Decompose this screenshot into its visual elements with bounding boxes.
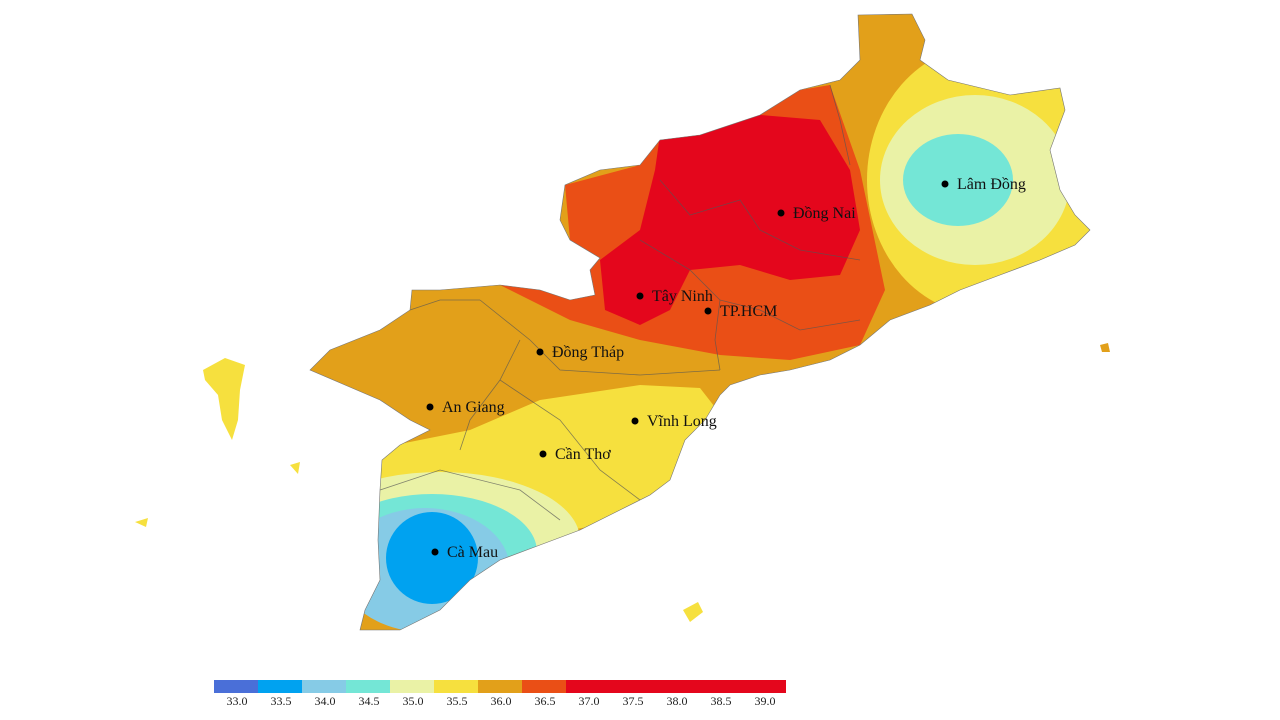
city-dot (704, 307, 712, 315)
city-an-giang: An Giang (426, 399, 505, 416)
city-label: Đồng Tháp (552, 344, 624, 361)
zone-37-plus (600, 115, 860, 325)
zone-34-5-north (903, 134, 1013, 226)
legend-swatch-36-0 (478, 680, 522, 693)
legend-tick-label: 34.5 (358, 694, 380, 708)
city-tphcm: TP.HCM (704, 303, 777, 320)
legend-ticks: 33.0 33.5 34.0 34.5 35.0 35.5 36.0 36.5 37.0 37.5… (214, 693, 786, 709)
legend-tick-label: 37.5 (622, 694, 644, 708)
city-dot (431, 548, 439, 556)
legend-tick-label: 33.5 (270, 694, 292, 708)
island-small (290, 462, 300, 474)
legend-tick-label: 33.0 (226, 694, 248, 708)
city-can-tho: Cần Thơ (539, 446, 611, 463)
island-phu-quoc (203, 358, 245, 440)
legend-tick-label: 36.0 (490, 694, 512, 708)
city-dot (941, 180, 949, 188)
city-dong-thap: Đồng Tháp (536, 344, 624, 361)
city-label: An Giang (442, 399, 505, 416)
city-label: Vĩnh Long (647, 413, 717, 430)
legend-swatch-37-plus (566, 680, 786, 693)
city-label: Tây Ninh (652, 288, 713, 305)
city-dot (539, 450, 547, 458)
legend-tick-label: 38.5 (710, 694, 732, 708)
legend-tick-label: 39.0 (754, 694, 776, 708)
legend-swatch-36-5 (522, 680, 566, 693)
city-lam-dong: Lâm Đồng (941, 176, 1026, 193)
legend-tick-label: 37.0 (578, 694, 600, 708)
legend-tick-label: 34.0 (314, 694, 336, 708)
city-label: Đồng Nai (793, 205, 856, 222)
city-label: Cà Mau (447, 544, 498, 561)
legend-swatch-35-5 (434, 680, 478, 693)
city-label: Cần Thơ (555, 446, 611, 463)
zone-33-5-south (386, 512, 478, 604)
city-dot (777, 209, 785, 217)
color-legend: 33.0 33.5 34.0 34.5 35.0 35.5 36.0 36.5 37.0 37.5… (214, 680, 786, 709)
legend-tick-label: 35.5 (446, 694, 468, 708)
legend-tick-label: 38.0 (666, 694, 688, 708)
city-dot (631, 417, 639, 425)
island-con-dao (683, 602, 703, 622)
legend-tick-label: 36.5 (534, 694, 556, 708)
legend-swatch-34-0 (302, 680, 346, 693)
city-markers: Lâm Đồng Đồng Nai Tây Ninh TP.HCM Đồng T… (426, 176, 1026, 561)
city-dot (536, 348, 544, 356)
city-label: Lâm Đồng (957, 176, 1026, 193)
legend-color-bar (214, 680, 786, 693)
legend-swatch-35-0 (390, 680, 434, 693)
city-label: TP.HCM (720, 303, 777, 320)
legend-swatch-34-5 (346, 680, 390, 693)
city-vinh-long: Vĩnh Long (631, 413, 717, 430)
city-dot (426, 403, 434, 411)
legend-swatch-33-5 (258, 680, 302, 693)
island-west (135, 518, 148, 527)
island-east (1100, 343, 1110, 352)
province-borders (379, 84, 861, 521)
legend-swatch-33-0 (214, 680, 258, 693)
legend-tick-label: 35.0 (402, 694, 424, 708)
city-dot (636, 292, 644, 300)
city-dong-nai: Đồng Nai (777, 205, 856, 222)
city-ca-mau: Cà Mau (431, 544, 498, 561)
city-tay-ninh: Tây Ninh (636, 288, 713, 305)
